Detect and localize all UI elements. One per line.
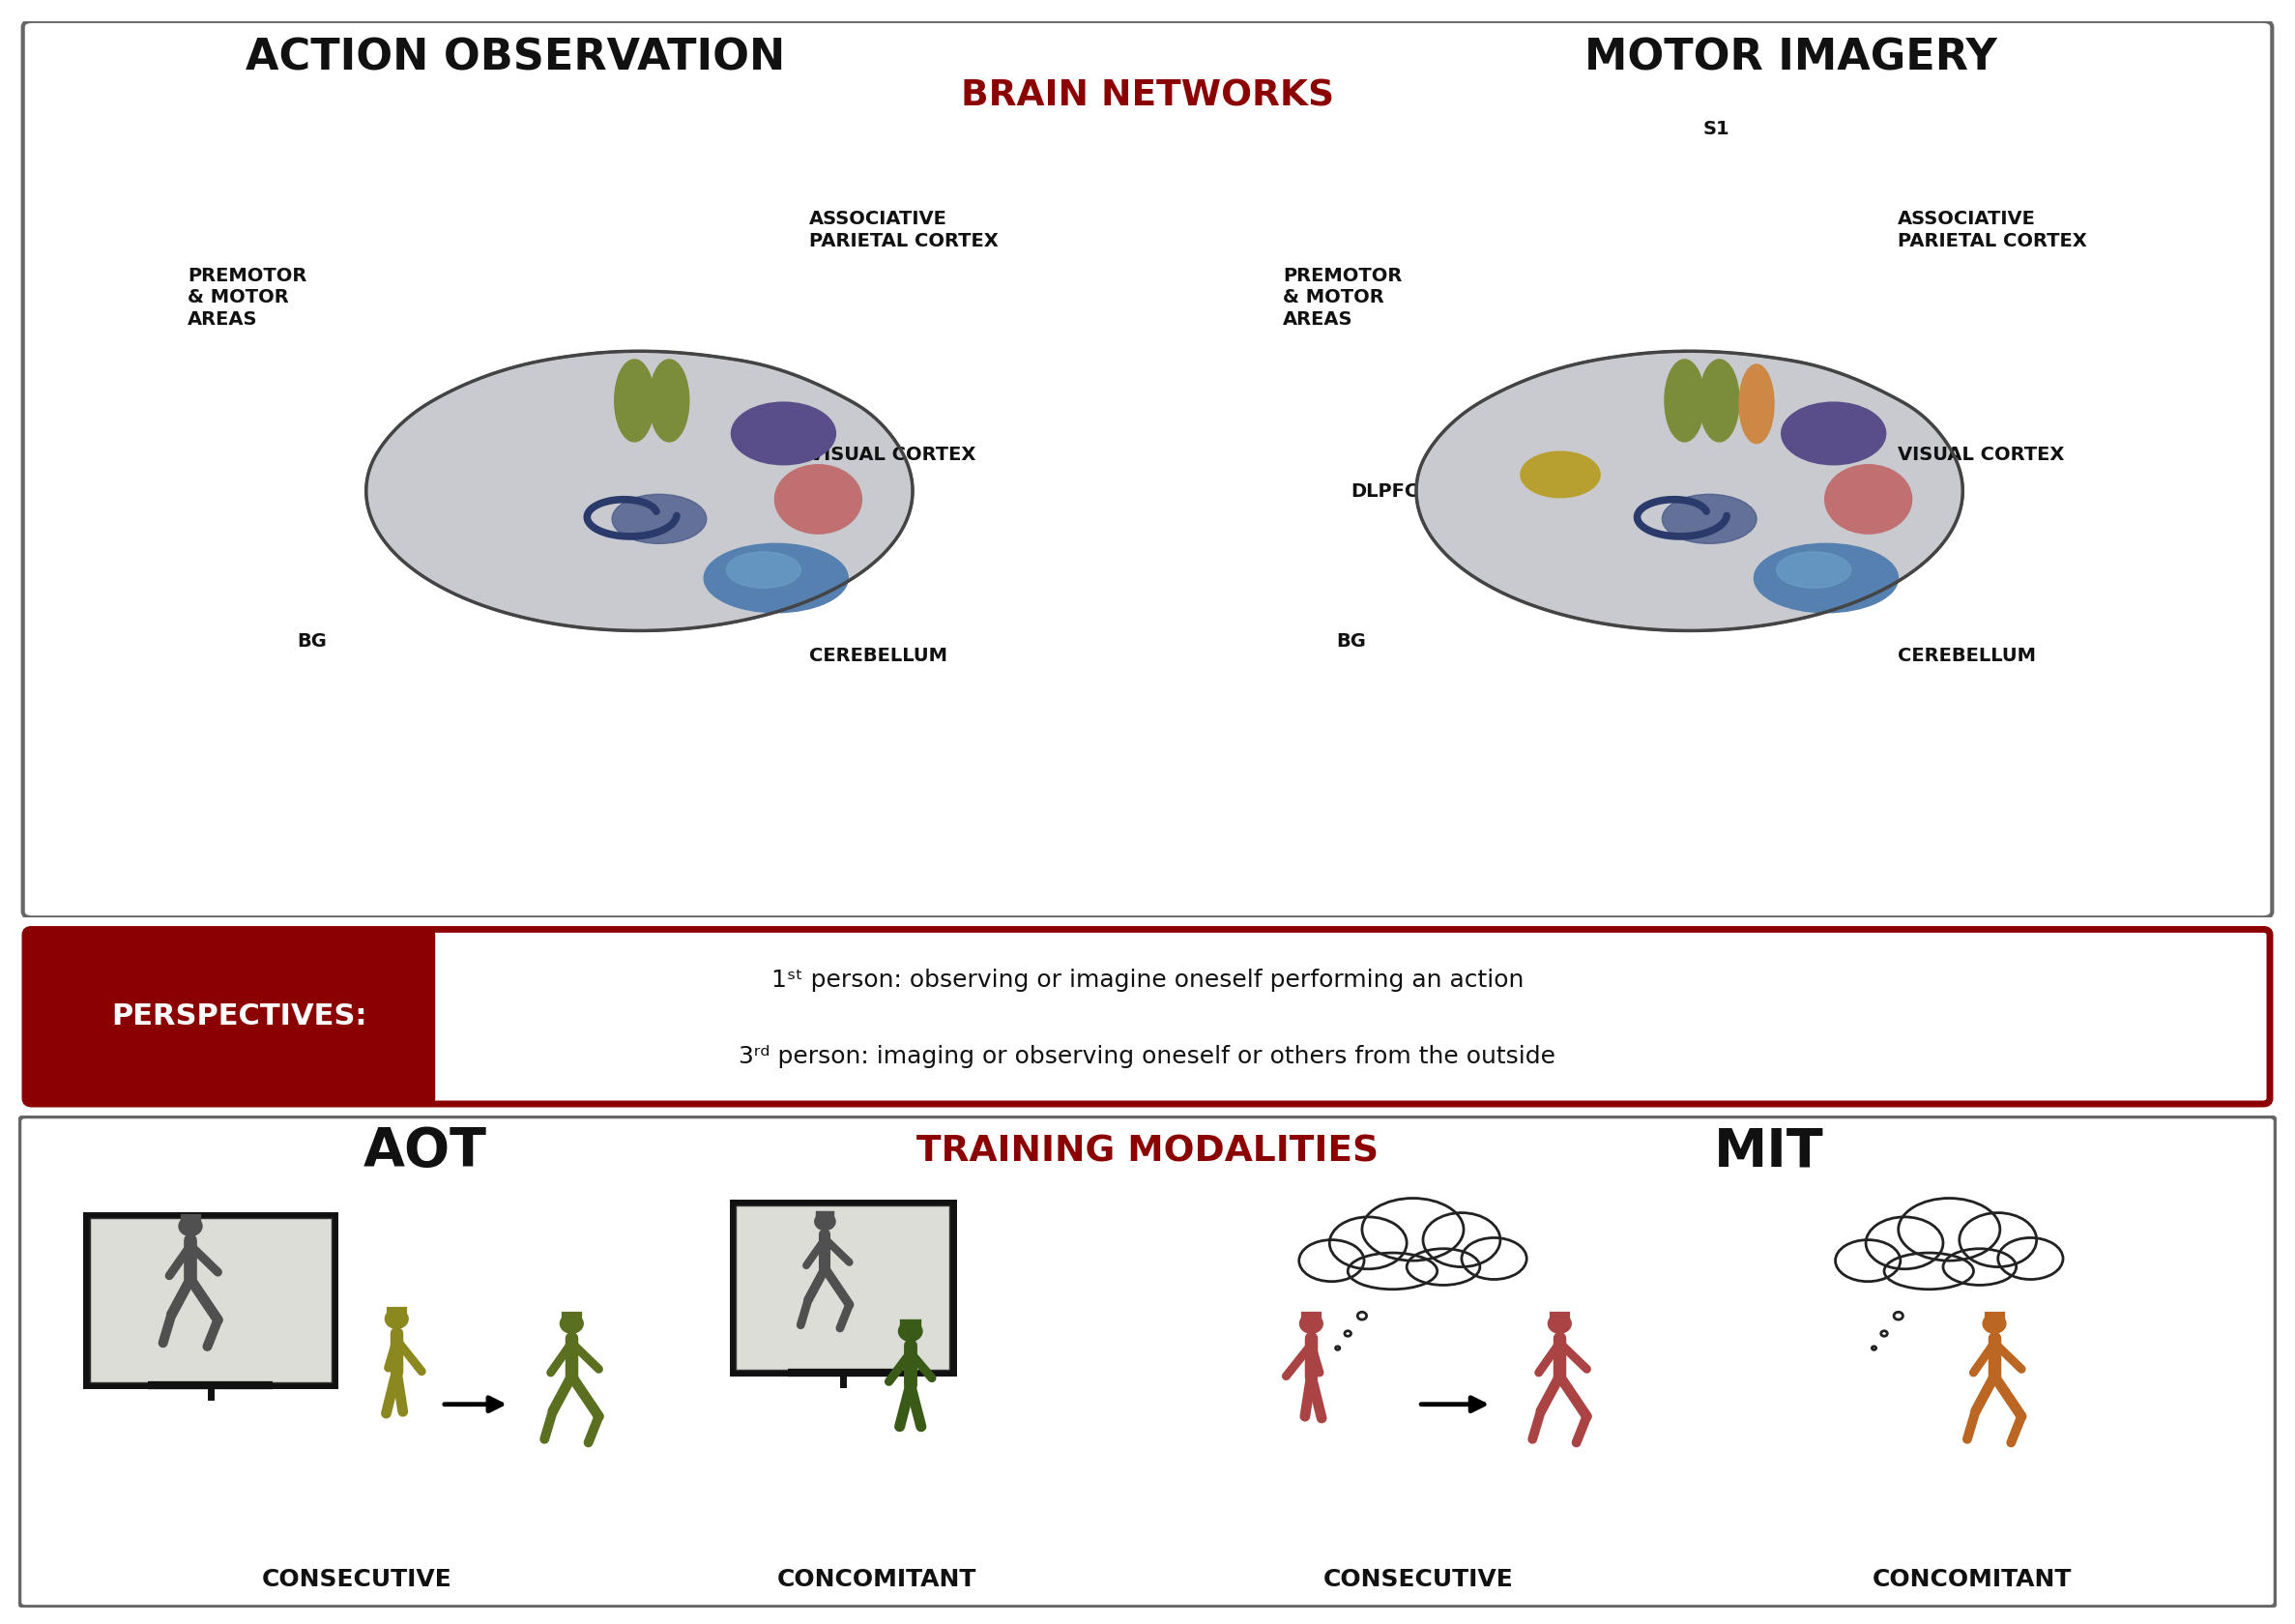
Ellipse shape: [732, 403, 835, 464]
Ellipse shape: [615, 359, 654, 442]
Ellipse shape: [1423, 1213, 1501, 1267]
Ellipse shape: [1462, 1237, 1526, 1280]
Polygon shape: [367, 351, 913, 630]
Ellipse shape: [1407, 1249, 1480, 1285]
Text: 3ʳᵈ person: imaging or observing oneself or others from the outside: 3ʳᵈ person: imaging or observing oneself…: [739, 1044, 1556, 1069]
Circle shape: [386, 1309, 409, 1328]
Text: CEREBELLUM: CEREBELLUM: [808, 646, 948, 666]
Ellipse shape: [1836, 1239, 1900, 1281]
Ellipse shape: [705, 544, 849, 612]
Text: S1: S1: [1703, 120, 1730, 138]
Ellipse shape: [1698, 359, 1740, 442]
Circle shape: [1873, 1346, 1875, 1350]
Text: CONSECUTIVE: CONSECUTIVE: [262, 1567, 452, 1592]
Ellipse shape: [1776, 552, 1852, 588]
Circle shape: [1336, 1346, 1340, 1350]
Ellipse shape: [1753, 544, 1898, 612]
Circle shape: [1955, 1208, 1965, 1218]
Text: BRAIN NETWORKS: BRAIN NETWORKS: [962, 78, 1333, 114]
Text: CEREBELLUM: CEREBELLUM: [1898, 646, 2036, 666]
Circle shape: [815, 1213, 835, 1229]
Circle shape: [1882, 1332, 1886, 1337]
Circle shape: [1345, 1332, 1352, 1337]
Bar: [90, 1218, 330, 1382]
Circle shape: [1299, 1314, 1322, 1333]
Ellipse shape: [1944, 1249, 2017, 1285]
Text: PREMOTOR
& MOTOR
AREAS: PREMOTOR & MOTOR AREAS: [188, 266, 308, 328]
Ellipse shape: [1329, 1216, 1407, 1268]
Text: MOTOR IMAGERY: MOTOR IMAGERY: [1586, 37, 1997, 80]
Ellipse shape: [1866, 1216, 1944, 1268]
Text: BG: BG: [296, 632, 326, 650]
Ellipse shape: [776, 464, 861, 534]
Ellipse shape: [1740, 364, 1774, 443]
Text: DLPFC: DLPFC: [1352, 482, 1418, 500]
FancyBboxPatch shape: [25, 929, 2270, 1104]
Text: ASSOCIATIVE
PARIETAL CORTEX: ASSOCIATIVE PARIETAL CORTEX: [1898, 209, 2086, 250]
Ellipse shape: [1347, 1252, 1437, 1289]
Text: MIT: MIT: [1714, 1125, 1825, 1177]
Ellipse shape: [1999, 1237, 2063, 1280]
FancyBboxPatch shape: [23, 21, 2272, 918]
Text: ASSOCIATIVE
PARIETAL CORTEX: ASSOCIATIVE PARIETAL CORTEX: [808, 209, 998, 250]
Ellipse shape: [1898, 1199, 1999, 1260]
Text: PERSPECTIVES:: PERSPECTIVES:: [112, 1002, 367, 1031]
Ellipse shape: [1522, 451, 1600, 497]
Ellipse shape: [1781, 403, 1886, 464]
Circle shape: [900, 1322, 923, 1341]
Text: VISUAL CORTEX: VISUAL CORTEX: [1898, 445, 2063, 463]
Text: AOT: AOT: [363, 1125, 487, 1177]
Ellipse shape: [1960, 1213, 2036, 1267]
Circle shape: [1983, 1314, 2006, 1333]
FancyBboxPatch shape: [25, 929, 434, 1104]
Ellipse shape: [1299, 1239, 1363, 1281]
Text: CONCOMITANT: CONCOMITANT: [776, 1567, 975, 1592]
Text: BG: BG: [1336, 632, 1366, 650]
Text: VISUAL CORTEX: VISUAL CORTEX: [808, 445, 975, 463]
Ellipse shape: [613, 494, 707, 544]
Text: ACTION OBSERVATION: ACTION OBSERVATION: [246, 37, 785, 80]
Circle shape: [1549, 1314, 1572, 1333]
Bar: [732, 1203, 952, 1372]
Ellipse shape: [725, 552, 801, 588]
Text: CONSECUTIVE: CONSECUTIVE: [1324, 1567, 1515, 1592]
Ellipse shape: [1662, 494, 1756, 544]
Circle shape: [1359, 1312, 1366, 1320]
Text: TRAINING MODALITIES: TRAINING MODALITIES: [916, 1134, 1379, 1169]
Ellipse shape: [649, 359, 689, 442]
Circle shape: [1893, 1312, 1903, 1320]
Polygon shape: [1416, 351, 1962, 630]
Ellipse shape: [1664, 359, 1705, 442]
Circle shape: [179, 1216, 202, 1236]
Ellipse shape: [1361, 1199, 1464, 1260]
FancyBboxPatch shape: [18, 1117, 2277, 1606]
Bar: [737, 1205, 950, 1371]
Bar: [87, 1215, 335, 1385]
Text: PREMOTOR
& MOTOR
AREAS: PREMOTOR & MOTOR AREAS: [1283, 266, 1402, 328]
Ellipse shape: [1884, 1252, 1974, 1289]
Text: 1ˢᵗ person: observing or imagine oneself performing an action: 1ˢᵗ person: observing or imagine oneself…: [771, 968, 1524, 992]
Ellipse shape: [1825, 464, 1912, 534]
Text: CONCOMITANT: CONCOMITANT: [1873, 1567, 2072, 1592]
Circle shape: [560, 1314, 583, 1333]
Circle shape: [1418, 1208, 1427, 1218]
